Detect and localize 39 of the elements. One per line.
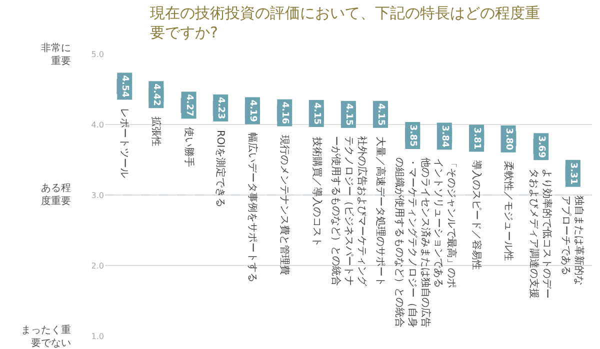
x-tick-label: 独自または革新的なアプローチである bbox=[560, 195, 585, 286]
x-tick-label: 幅広いデータ事例をサポートする bbox=[246, 132, 258, 283]
x-tick-label: 使い勝手 bbox=[182, 127, 195, 168]
x-tick-label: より効率的で低コストのデータおよびメディア調達の支援 bbox=[528, 168, 554, 299]
y-tick-label: 2.0 bbox=[91, 261, 104, 270]
x-tick-label: 導入のスピード／容易性 bbox=[470, 160, 483, 270]
text: まったく重要でない bbox=[21, 324, 71, 349]
y-tick-label: 3.0 bbox=[91, 190, 104, 200]
data-label: 3.81 bbox=[472, 127, 482, 150]
x-tick-label: 技術購買／導入のコスト bbox=[310, 136, 323, 247]
text: ある程度重要 bbox=[41, 183, 71, 207]
x-tick-label: レポートツール bbox=[118, 108, 130, 178]
data-label: 4.16 bbox=[280, 102, 290, 124]
data-label: 3.85 bbox=[408, 124, 418, 147]
data-label: 3.84 bbox=[439, 125, 450, 148]
data-label: 4.27 bbox=[184, 94, 194, 116]
x-tick-label: 現行のメンテナンス費と管理費 bbox=[278, 134, 291, 275]
chart-title: 現在の技術投資の評価において、下記の特長はどの程度重要ですか? bbox=[150, 4, 540, 42]
data-label: 4.42 bbox=[151, 84, 162, 106]
data-label: 4.15 bbox=[343, 103, 354, 126]
y-tick-label: 4.0 bbox=[91, 120, 104, 130]
y-tick-label: 5.0 bbox=[91, 50, 104, 59]
data-label: 4.19 bbox=[247, 100, 258, 122]
x-tick-label: ROIを測定できる bbox=[214, 130, 227, 208]
x-tick-label: 拡張性 bbox=[150, 116, 162, 147]
text: 非常に重要 bbox=[41, 42, 71, 67]
data-label: 3.31 bbox=[568, 162, 578, 185]
x-tick-label: 社外の広告およびマーケティングテクノロジー（ビジネスパートナーが使用するものなど）との統合 bbox=[330, 136, 368, 287]
y-tick-label: 1.0 bbox=[91, 332, 104, 341]
data-label: 4.15 bbox=[375, 103, 386, 126]
x-tick-label: 大量／高速データ処理のサポート bbox=[374, 136, 386, 286]
data-label: 3.80 bbox=[503, 128, 514, 150]
data-label: 4.15 bbox=[311, 102, 322, 125]
x-tick-label: 他のライセンス済みまたは独自の広告・マーケティングテクノロジー（自身の組織が使用するものなど）との統合 bbox=[394, 157, 432, 328]
data-label: 4.54 bbox=[120, 75, 130, 98]
x-tick-label: 柔軟性／モジュール性 bbox=[502, 160, 514, 261]
x-tick-label: 「そのジャンルで最高」のポイントソリューションである bbox=[432, 158, 458, 288]
data-label: 3.69 bbox=[536, 136, 546, 158]
data-label: 4.23 bbox=[216, 96, 226, 120]
